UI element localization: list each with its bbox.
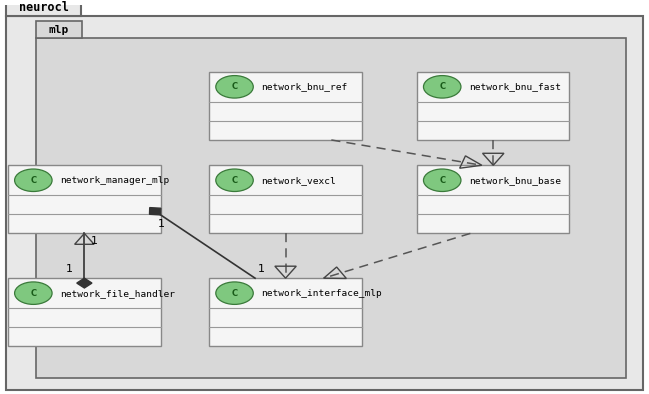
Text: C: C: [232, 289, 238, 297]
Text: 1: 1: [66, 264, 73, 274]
Text: 1: 1: [157, 219, 164, 229]
Text: network_vexcl: network_vexcl: [261, 176, 336, 185]
FancyBboxPatch shape: [209, 278, 362, 346]
Text: C: C: [439, 82, 445, 91]
FancyBboxPatch shape: [6, 17, 643, 390]
FancyBboxPatch shape: [8, 278, 161, 346]
FancyBboxPatch shape: [209, 165, 362, 233]
Polygon shape: [149, 208, 161, 215]
Circle shape: [215, 169, 253, 191]
Text: mlp: mlp: [49, 24, 69, 35]
FancyBboxPatch shape: [417, 165, 570, 233]
Text: network_bnu_ref: network_bnu_ref: [261, 82, 347, 91]
Polygon shape: [6, 0, 81, 17]
Text: neurocl: neurocl: [19, 0, 69, 13]
Circle shape: [215, 282, 253, 305]
Circle shape: [424, 169, 461, 191]
Circle shape: [15, 282, 52, 305]
FancyBboxPatch shape: [209, 72, 362, 140]
Text: network_file_handler: network_file_handler: [60, 289, 175, 297]
Text: 1: 1: [91, 236, 98, 246]
Text: network_bnu_base: network_bnu_base: [469, 176, 561, 185]
Text: 1: 1: [258, 264, 265, 274]
Text: network_manager_mlp: network_manager_mlp: [60, 176, 169, 185]
Polygon shape: [77, 278, 92, 288]
Text: C: C: [31, 176, 36, 185]
FancyBboxPatch shape: [8, 165, 161, 233]
Polygon shape: [36, 21, 82, 38]
Circle shape: [15, 169, 52, 191]
Text: C: C: [439, 176, 445, 185]
Circle shape: [424, 76, 461, 98]
Text: network_interface_mlp: network_interface_mlp: [261, 289, 382, 297]
Text: C: C: [31, 289, 36, 297]
FancyBboxPatch shape: [36, 38, 626, 378]
Text: C: C: [232, 176, 238, 185]
FancyBboxPatch shape: [417, 72, 570, 140]
Text: C: C: [232, 82, 238, 91]
Text: network_bnu_fast: network_bnu_fast: [469, 82, 561, 91]
Circle shape: [215, 76, 253, 98]
